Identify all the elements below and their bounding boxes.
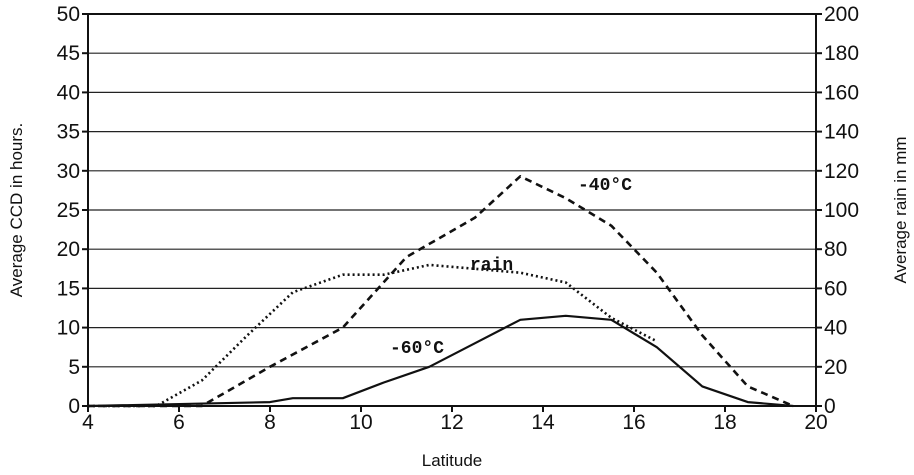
x-tick-label: 4 xyxy=(82,411,94,434)
x-tick-label: 18 xyxy=(713,411,736,434)
y-left-tick-label: 5 xyxy=(68,356,80,379)
series-line-1 xyxy=(87,314,794,408)
axis-ticks: 4 6 8 10 12 14 16 18 200510152025303540455002040… xyxy=(57,3,859,434)
y-left-tick-label: 0 xyxy=(68,395,80,418)
y-left-tick-label: 45 xyxy=(57,42,80,65)
y-right-tick-label: 200 xyxy=(824,3,859,26)
x-tick-label: 20 xyxy=(804,411,827,434)
gridlines xyxy=(88,52,816,368)
x-tick-label: 6 xyxy=(173,411,185,434)
y-axis-right-title: Average rain in mm xyxy=(891,136,910,283)
y-axis-left-title: Average CCD in hours. xyxy=(7,123,26,298)
y-right-tick-label: 20 xyxy=(824,356,847,379)
y-right-tick-label: 60 xyxy=(824,277,847,300)
y-left-tick-label: 30 xyxy=(57,160,80,183)
y-right-tick-label: 120 xyxy=(824,160,859,183)
x-tick-label: 10 xyxy=(349,411,372,434)
y-left-tick-label: 10 xyxy=(57,317,80,340)
y-right-tick-label: 100 xyxy=(824,199,859,222)
series-lines xyxy=(87,175,794,408)
series-line-2 xyxy=(88,263,658,408)
series-line-0 xyxy=(88,175,794,408)
y-left-tick-label: 20 xyxy=(57,238,80,261)
x-tick-label: 12 xyxy=(440,411,463,434)
y-left-tick-label: 25 xyxy=(57,199,80,222)
y-left-tick-label: 15 xyxy=(57,277,80,300)
series-label-rain: rain xyxy=(470,256,513,276)
series-label-minus40: -40°C xyxy=(578,176,632,196)
y-right-tick-label: 40 xyxy=(824,317,847,340)
y-left-tick-label: 50 xyxy=(57,3,80,26)
x-tick-label: 8 xyxy=(264,411,276,434)
series-label-minus60: -60°C xyxy=(390,339,444,359)
x-tick-label: 14 xyxy=(531,411,555,434)
y-right-tick-label: 80 xyxy=(824,238,847,261)
y-left-tick-label: 35 xyxy=(57,121,80,144)
y-right-tick-label: 0 xyxy=(824,395,836,418)
y-right-tick-label: 160 xyxy=(824,81,859,104)
y-right-tick-label: 140 xyxy=(824,121,859,144)
y-right-tick-label: 180 xyxy=(824,42,859,65)
x-tick-label: 16 xyxy=(622,411,645,434)
y-left-tick-label: 40 xyxy=(57,81,80,104)
x-axis-title: Latitude xyxy=(422,451,483,470)
